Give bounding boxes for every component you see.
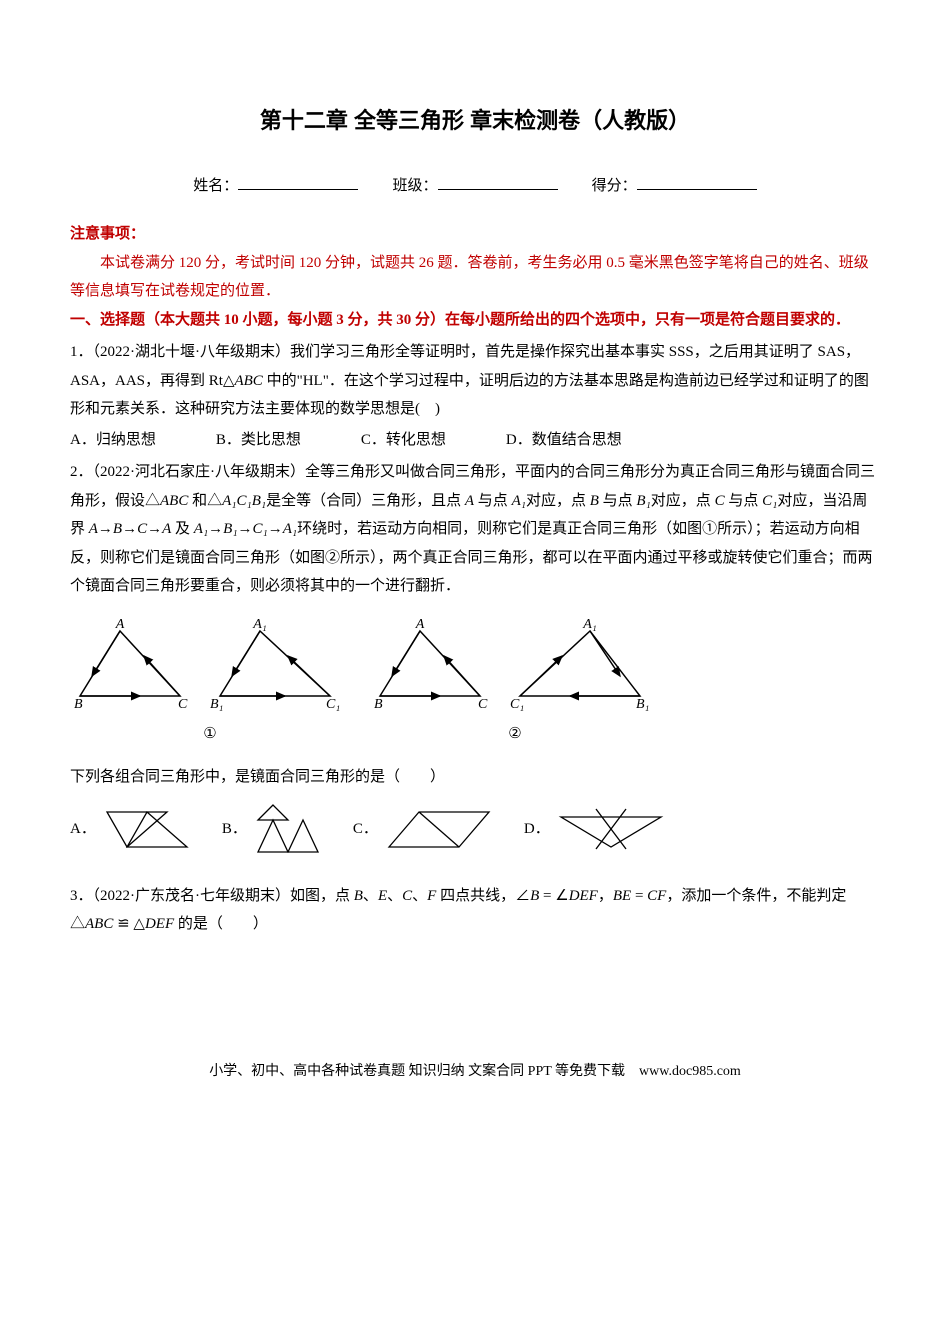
page-footer: 小学、初中、高中各种试卷真题 知识归纳 文案合同 PPT 等免费下载 www.d… (70, 1059, 880, 1086)
svg-text:A₁: A₁ (252, 617, 266, 632)
notice-header: 注意事项： (70, 220, 880, 249)
class-blank[interactable] (438, 175, 558, 190)
question-1: 1．（2022·湖北十堰·八年级期末）我们学习三角形全等证明时，首先是操作探究出… (70, 338, 880, 454)
q2-diagram-1-label: ① (70, 720, 350, 749)
q2-opt-c-svg (384, 807, 494, 852)
q2-diagram-1: A B C A₁ B₁ C₁ ① (70, 616, 350, 749)
svg-text:B: B (74, 697, 83, 712)
svg-text:C₁: C₁ (326, 697, 340, 712)
svg-text:B₁: B₁ (210, 697, 223, 712)
question-3: 3．（2022·广东茂名·七年级期末）如图，点 B、E、C、F 四点共线，∠B … (70, 882, 880, 939)
q2-opt-d-svg (556, 807, 666, 852)
class-label: 班级： (392, 177, 437, 194)
q2-opt-a-svg (102, 807, 192, 852)
q1-opt-b[interactable]: B．类比思想 (216, 426, 301, 455)
name-blank[interactable] (238, 175, 358, 190)
notice: 注意事项： 本试卷满分 120 分，考试时间 120 分钟，试题共 26 题．答… (70, 220, 880, 306)
q1-opt-c[interactable]: C．转化思想 (361, 426, 446, 455)
q2-question: 下列各组合同三角形中，是镜面合同三角形的是（ ） (70, 763, 880, 792)
q1-opt-d[interactable]: D．数值结合思想 (506, 426, 622, 455)
q2-opt-d[interactable]: D． (524, 807, 666, 852)
page-title: 第十二章 全等三角形 章末检测卷（人教版） (70, 100, 880, 142)
info-line: 姓名： 班级： 得分： (70, 172, 880, 201)
q2-opt-b-svg (253, 802, 323, 857)
q2-options: A． B． C． D． (70, 802, 880, 857)
q2-diagrams: A B C A₁ B₁ C₁ ① A (70, 616, 880, 749)
q2-diagram-2: A B C A₁ C₁ B₁ ② (370, 616, 660, 749)
q2-opt-b[interactable]: B． (222, 802, 323, 857)
svg-text:B₁: B₁ (636, 697, 649, 712)
name-label: 姓名： (193, 177, 238, 194)
q2-text: 2．（2022·河北石家庄·八年级期末）全等三角形又叫做合同三角形，平面内的合同… (70, 464, 875, 594)
svg-text:A₁: A₁ (582, 617, 596, 632)
q1-opt-a[interactable]: A．归纳思想 (70, 426, 156, 455)
q2-opt-c[interactable]: C． (353, 807, 494, 852)
svg-text:C: C (478, 697, 488, 712)
section1-header: 一、选择题（本大题共 10 小题，每小题 3 分，共 30 分）在每小题所给出的… (70, 306, 880, 335)
q3-text: 3．（2022·广东茂名·七年级期末）如图，点 B、E、C、F 四点共线，∠B … (70, 888, 846, 933)
notice-body: 本试卷满分 120 分，考试时间 120 分钟，试题共 26 题．答卷前，考生务… (70, 249, 880, 306)
svg-text:A: A (415, 617, 425, 632)
q2-opt-a[interactable]: A． (70, 807, 192, 852)
q1-options: A．归纳思想 B．类比思想 C．转化思想 D．数值结合思想 (70, 426, 880, 455)
triangle-pair-2-svg: A B C A₁ C₁ B₁ (370, 616, 660, 716)
svg-text:C₁: C₁ (510, 697, 524, 712)
svg-text:A: A (115, 617, 125, 632)
svg-text:C: C (178, 697, 188, 712)
q1-text: 1．（2022·湖北十堰·八年级期末）我们学习三角形全等证明时，首先是操作探究出… (70, 344, 869, 417)
svg-text:B: B (374, 697, 383, 712)
triangle-pair-1-svg: A B C A₁ B₁ C₁ (70, 616, 350, 716)
q2-diagram-2-label: ② (370, 720, 660, 749)
question-2: 2．（2022·河北石家庄·八年级期末）全等三角形又叫做合同三角形，平面内的合同… (70, 458, 880, 857)
score-blank[interactable] (637, 175, 757, 190)
score-label: 得分： (592, 177, 637, 194)
